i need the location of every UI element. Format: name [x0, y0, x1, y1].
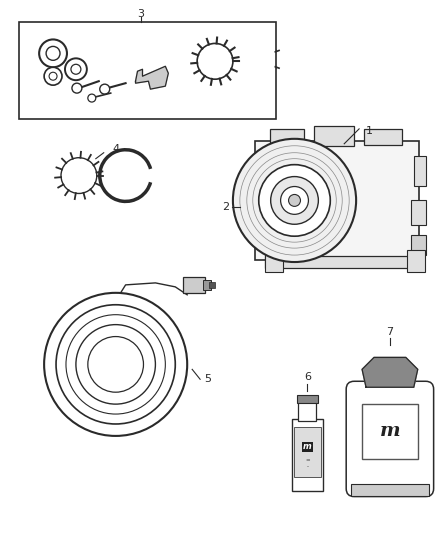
Circle shape: [44, 67, 62, 85]
Bar: [183, 277, 205, 293]
Bar: [351, 483, 429, 496]
Bar: [411, 200, 426, 225]
Circle shape: [49, 72, 57, 80]
Text: 6: 6: [304, 372, 311, 382]
FancyBboxPatch shape: [346, 381, 434, 497]
Bar: [292, 419, 323, 490]
Text: 2: 2: [223, 203, 230, 212]
Bar: [293, 427, 321, 477]
Text: 7: 7: [386, 327, 393, 336]
Circle shape: [66, 314, 165, 414]
Circle shape: [259, 165, 330, 236]
Circle shape: [72, 83, 82, 93]
Text: 1: 1: [366, 126, 373, 136]
Polygon shape: [362, 358, 418, 387]
Circle shape: [46, 46, 60, 60]
Bar: [362, 404, 418, 459]
Circle shape: [65, 58, 87, 80]
Text: 4: 4: [112, 144, 119, 154]
Circle shape: [44, 293, 187, 436]
Bar: [265, 256, 419, 268]
Bar: [364, 129, 402, 145]
Circle shape: [56, 305, 175, 424]
Polygon shape: [135, 66, 168, 89]
Bar: [19, 21, 276, 119]
Circle shape: [71, 64, 81, 74]
Bar: [414, 156, 426, 185]
Circle shape: [61, 158, 97, 193]
Bar: [265, 250, 283, 272]
Circle shape: [88, 336, 144, 392]
Text: 3: 3: [137, 9, 144, 19]
Circle shape: [39, 39, 67, 67]
Text: m: m: [303, 442, 312, 451]
Circle shape: [233, 139, 356, 262]
Circle shape: [271, 176, 318, 224]
Bar: [270, 129, 304, 145]
Bar: [297, 395, 318, 403]
Text: 5: 5: [205, 374, 212, 384]
Bar: [255, 141, 419, 260]
Bar: [314, 126, 354, 146]
Circle shape: [88, 94, 96, 102]
Text: m: m: [380, 422, 400, 440]
Bar: [298, 401, 316, 421]
Bar: [209, 282, 215, 288]
Circle shape: [76, 325, 155, 404]
Bar: [203, 280, 211, 290]
Bar: [407, 250, 425, 272]
Text: =
-: = -: [305, 458, 310, 469]
Bar: [411, 235, 426, 255]
Circle shape: [100, 84, 110, 94]
Circle shape: [197, 43, 233, 79]
Circle shape: [289, 195, 300, 206]
Circle shape: [281, 187, 308, 214]
